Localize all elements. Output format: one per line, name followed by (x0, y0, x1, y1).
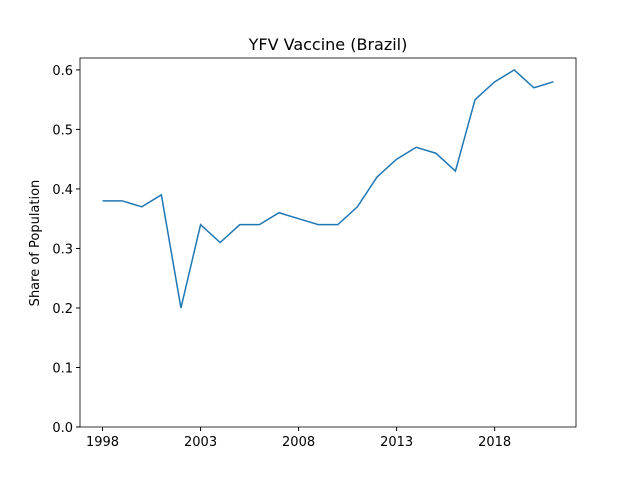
line-series (102, 68, 554, 309)
x-tick-label: 2008 (282, 435, 315, 450)
y-tick-label: 0.5 (52, 123, 73, 138)
y-tick-label: 0.0 (52, 421, 73, 436)
y-tick-label: 0.2 (52, 302, 73, 317)
y-axis-label: Share of Population (28, 180, 43, 307)
x-tick-label: 2003 (184, 435, 217, 450)
x-tick-label: 2013 (380, 435, 413, 450)
y-tick-label: 0.4 (52, 183, 73, 198)
y-tick-label: 0.1 (52, 361, 73, 376)
x-tick-label: 1998 (86, 435, 119, 450)
chart-title: YFV Vaccine (Brazil) (248, 35, 408, 54)
y-tick-label: 0.6 (52, 64, 73, 79)
y-tick-label: 0.3 (52, 242, 73, 257)
plot-frame (79, 57, 577, 428)
x-tick-label: 2018 (478, 435, 511, 450)
